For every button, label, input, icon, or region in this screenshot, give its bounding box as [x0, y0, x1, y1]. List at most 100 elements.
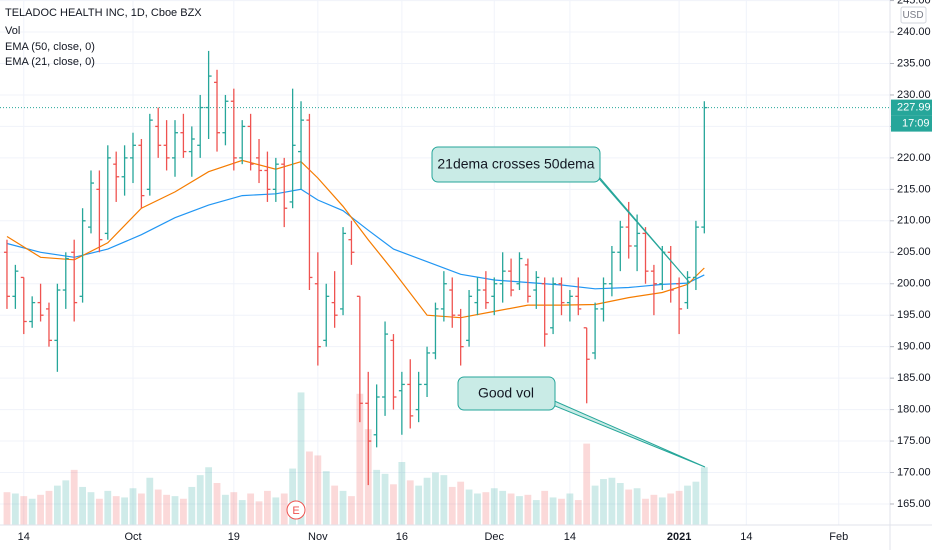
last-price-label: 227.99: [897, 102, 931, 114]
volume-bar: [20, 496, 28, 525]
currency: USD: [902, 10, 923, 21]
volume-bar: [70, 469, 78, 525]
volume-bar: [583, 443, 591, 525]
volume-bar: [549, 497, 557, 525]
volume-bar: [558, 498, 565, 525]
volume-bar: [222, 494, 229, 525]
y-tick-label: 180.00: [897, 403, 931, 415]
volume-bar: [264, 490, 271, 525]
volume-bar: [600, 479, 607, 525]
legend: TELADOC HEALTH INC, 1D, Cboe BZX Vol EMA…: [5, 7, 202, 68]
volume-bar: [348, 496, 355, 525]
x-tick-label: 14: [18, 531, 30, 543]
volume-bar: [138, 493, 145, 525]
ema-line: [6, 159, 705, 319]
x-tick-label: Oct: [124, 531, 141, 543]
volume-bar: [180, 498, 187, 525]
volume-bar: [87, 492, 95, 525]
volume-bar: [465, 489, 473, 525]
volume-bar: [474, 493, 481, 525]
volume-bar: [104, 490, 112, 525]
y-tick-label: 175.00: [897, 435, 931, 447]
y-tick-label: 235.00: [897, 57, 931, 69]
volume-bar: [322, 471, 330, 525]
callout-pointer: [542, 395, 706, 468]
volume-layer: [3, 392, 708, 525]
y-tick-label: 190.00: [897, 341, 931, 353]
volume-bar: [196, 475, 204, 525]
volume-bar: [633, 488, 641, 525]
countdown: 17:09: [902, 118, 930, 130]
line-layer: [0, 107, 890, 319]
y-tick-label: 210.00: [897, 215, 931, 227]
callout-box: [431, 146, 601, 183]
volume-bar: [95, 498, 103, 525]
volume-bar: [432, 472, 439, 525]
x-tick-label: 2021: [667, 531, 691, 543]
volume-bar: [28, 498, 36, 525]
volume-bar: [289, 468, 297, 525]
earnings-marker[interactable]: [286, 500, 306, 520]
volume-bar: [314, 455, 322, 525]
volume-bar: [79, 486, 86, 525]
volume-bar: [306, 451, 313, 525]
time-axis-bg: [0, 525, 932, 550]
y-tick-label: 215.00: [897, 183, 931, 195]
volume-bar: [398, 462, 406, 525]
x-tick-label: 14: [564, 531, 576, 543]
volume-bar: [482, 492, 490, 525]
y-tick-label: 170.00: [897, 466, 931, 478]
volume-bar: [247, 493, 255, 525]
bar-layer: [3, 50, 708, 486]
volume-bar: [448, 486, 456, 525]
volume-bar: [62, 480, 70, 525]
volume-bar: [255, 501, 263, 525]
currency-box[interactable]: [900, 6, 927, 24]
volume-bar: [440, 475, 448, 525]
annotations: 21dema crosses 50dema Good vol E: [286, 146, 706, 520]
y-tick-label: 205.00: [897, 246, 931, 258]
volume-bar: [205, 467, 213, 525]
y-tick-label: 240.00: [897, 26, 931, 38]
volume-bar: [406, 480, 414, 525]
y-tick-label: 185.00: [897, 372, 931, 384]
volume-bar: [616, 483, 624, 525]
volume-bar: [390, 484, 397, 525]
volume-bar: [11, 493, 19, 525]
volume-bar: [650, 494, 658, 525]
volume-bar: [591, 485, 599, 525]
volume-bar: [415, 485, 423, 525]
volume-bar: [171, 496, 179, 525]
volume-bar: [516, 496, 523, 525]
volume-bar: [490, 488, 498, 525]
volume-bar: [532, 500, 540, 525]
last-price-box: [891, 99, 932, 116]
y-tick-label: 200.00: [897, 278, 931, 290]
volume-bar: [297, 392, 305, 525]
volume-bar: [230, 492, 238, 525]
volume-bar: [658, 497, 666, 525]
volume-bar: [146, 477, 154, 525]
axes: 165.00 170.00 175.00 180.00 185.00 190.00 195.…: [18, 0, 932, 543]
callout-text: Good vol: [478, 385, 534, 401]
x-tick-label: Nov: [308, 531, 328, 543]
x-tick-label: 14: [740, 531, 752, 543]
x-tick-label: 19: [228, 531, 240, 543]
countdown-box: [891, 115, 932, 132]
volume-bar: [608, 477, 616, 525]
x-tick-label: 16: [396, 531, 408, 543]
price-axis-bg: [890, 0, 932, 550]
volume-bar: [524, 494, 532, 525]
volume-bar: [45, 490, 53, 525]
legend-entry: Vol: [5, 25, 20, 37]
volume-bar: [373, 469, 381, 525]
volume-bar: [457, 481, 465, 525]
volume-bar: [423, 477, 431, 525]
volume-bar: [499, 490, 507, 525]
volume-bar: [625, 489, 633, 525]
volume-bar: [700, 467, 708, 525]
volume-bar: [53, 485, 61, 525]
volume-bar: [381, 473, 389, 525]
